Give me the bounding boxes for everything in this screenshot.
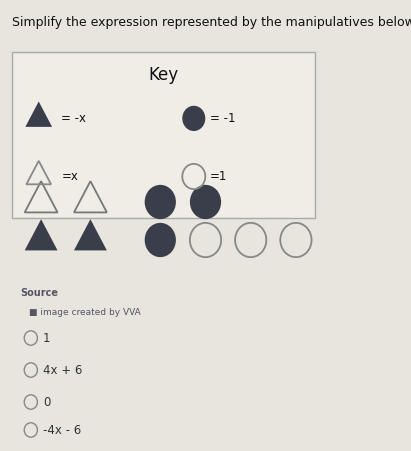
Text: =x: =x xyxy=(61,170,78,183)
Text: Key: Key xyxy=(148,65,178,83)
FancyBboxPatch shape xyxy=(12,52,315,218)
Text: = -x: = -x xyxy=(61,112,86,125)
Text: 1: 1 xyxy=(43,331,51,345)
Text: =1: =1 xyxy=(210,170,228,183)
Circle shape xyxy=(145,185,176,219)
Text: -4x - 6: -4x - 6 xyxy=(43,423,81,437)
Circle shape xyxy=(182,106,206,131)
Text: Simplify the expression represented by the manipulatives below.: Simplify the expression represented by t… xyxy=(12,16,411,29)
Text: 0: 0 xyxy=(43,396,51,409)
Polygon shape xyxy=(25,219,58,250)
Polygon shape xyxy=(25,101,52,127)
Text: 4x + 6: 4x + 6 xyxy=(43,364,83,377)
Text: Source: Source xyxy=(21,288,58,298)
Text: = -1: = -1 xyxy=(210,112,236,125)
Circle shape xyxy=(190,185,221,219)
Text: ■ image created by VVA: ■ image created by VVA xyxy=(29,308,141,317)
Circle shape xyxy=(145,223,176,257)
Polygon shape xyxy=(74,219,107,250)
